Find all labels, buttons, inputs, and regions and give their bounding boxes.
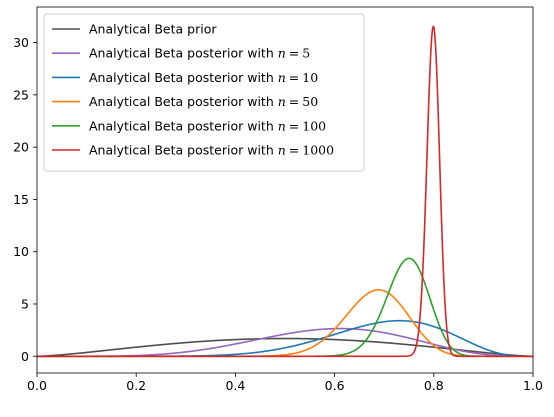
plot-frame [36, 6, 534, 374]
legend-label-3: Analytical Beta posterior with n = 50 [89, 94, 318, 109]
legend-label-1: Analytical Beta posterior with n = 5 [89, 46, 310, 61]
y-tick-label: 10 [13, 244, 29, 259]
y-tick-label: 15 [13, 192, 29, 207]
legend-box [43, 13, 365, 172]
legend-label-5: Analytical Beta posterior with n = 1000 [89, 143, 334, 158]
x-tick-label: 0.6 [325, 378, 345, 393]
series-layer [36, 25, 534, 358]
y-tick-label: 20 [13, 140, 29, 155]
x-tick-label: 0.8 [424, 378, 444, 393]
y-tick-label: 5 [21, 296, 29, 311]
y-tick-label: 0 [21, 349, 29, 364]
x-tick-label: 0.2 [126, 378, 146, 393]
legend: Analytical Beta prior Analytical Beta pos… [43, 13, 365, 172]
x-tick-label: 1.0 [523, 378, 543, 393]
y-tick-label: 30 [13, 35, 29, 50]
x-axis: 0.0 0.2 0.4 0.6 0.8 1.0 [27, 373, 543, 393]
y-tick-label: 25 [13, 87, 29, 102]
legend-label-2: Analytical Beta posterior with n = 10 [89, 70, 318, 85]
legend-label-0: Analytical Beta prior [89, 22, 217, 37]
legend-label-4: Analytical Beta posterior with n = 100 [89, 118, 326, 133]
y-axis: 0 5 10 15 20 25 30 [13, 35, 37, 364]
x-tick-label: 0.0 [27, 378, 47, 393]
series-line-5 [36, 25, 534, 358]
x-tick-label: 0.4 [225, 378, 245, 393]
